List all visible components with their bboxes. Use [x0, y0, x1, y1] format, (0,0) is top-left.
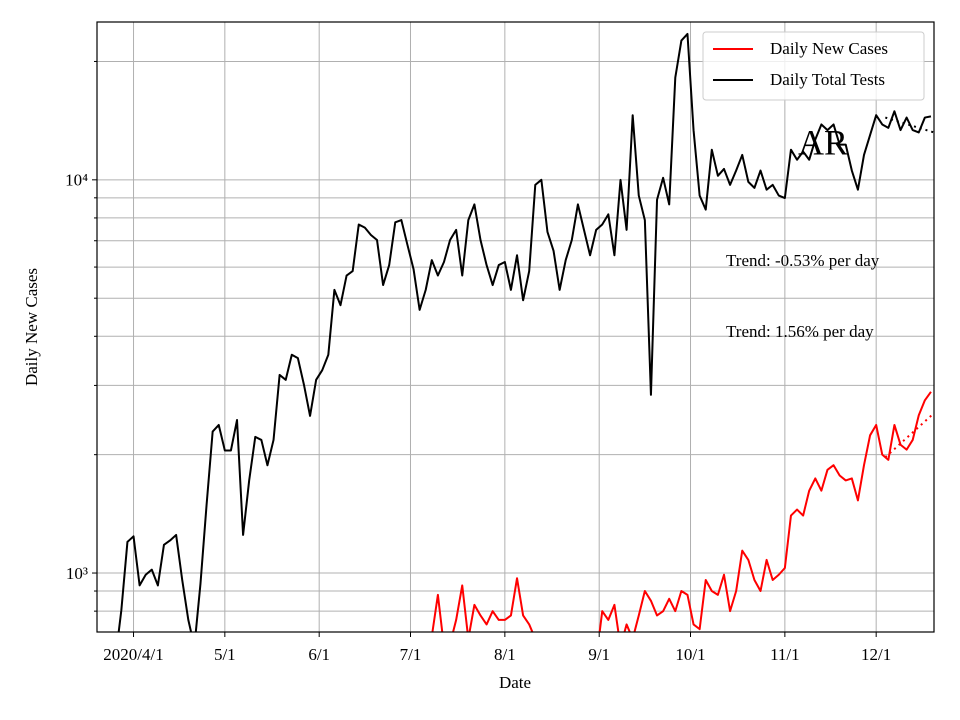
x-axis-label: Date: [499, 673, 531, 692]
y-tick-label: 10³: [66, 564, 88, 583]
annotation: AR: [798, 122, 848, 162]
y-axis-label: Daily New Cases: [22, 268, 41, 386]
x-tick-label: 12/1: [861, 645, 891, 664]
legend-label: Daily New Cases: [770, 39, 888, 58]
line-series: [117, 32, 932, 632]
trend-line: [884, 412, 934, 458]
x-tick-label: 8/1: [494, 645, 516, 664]
x-tick-label: 6/1: [308, 645, 330, 664]
x-tick-label: 7/1: [400, 645, 422, 664]
x-tick-label: 9/1: [588, 645, 610, 664]
legend: Daily New Cases Daily Total Tests: [702, 31, 925, 101]
legend-label: Daily Total Tests: [770, 70, 885, 89]
y-tick-label: 10⁴: [65, 171, 88, 190]
plot-area: [117, 32, 934, 632]
trend-line: [885, 116, 934, 134]
x-tick-label: 2020/4/1: [103, 645, 163, 664]
x-tick-label: 10/1: [675, 645, 705, 664]
axes-frame: [96, 21, 935, 633]
annotation: Trend: -0.53% per day: [726, 251, 880, 270]
x-tick-label: 5/1: [214, 645, 236, 664]
annotation: Trend: 1.56% per day: [726, 322, 874, 341]
x-tick-label: 11/1: [770, 645, 800, 664]
line-series: [431, 391, 932, 632]
legend-box: [702, 31, 925, 101]
